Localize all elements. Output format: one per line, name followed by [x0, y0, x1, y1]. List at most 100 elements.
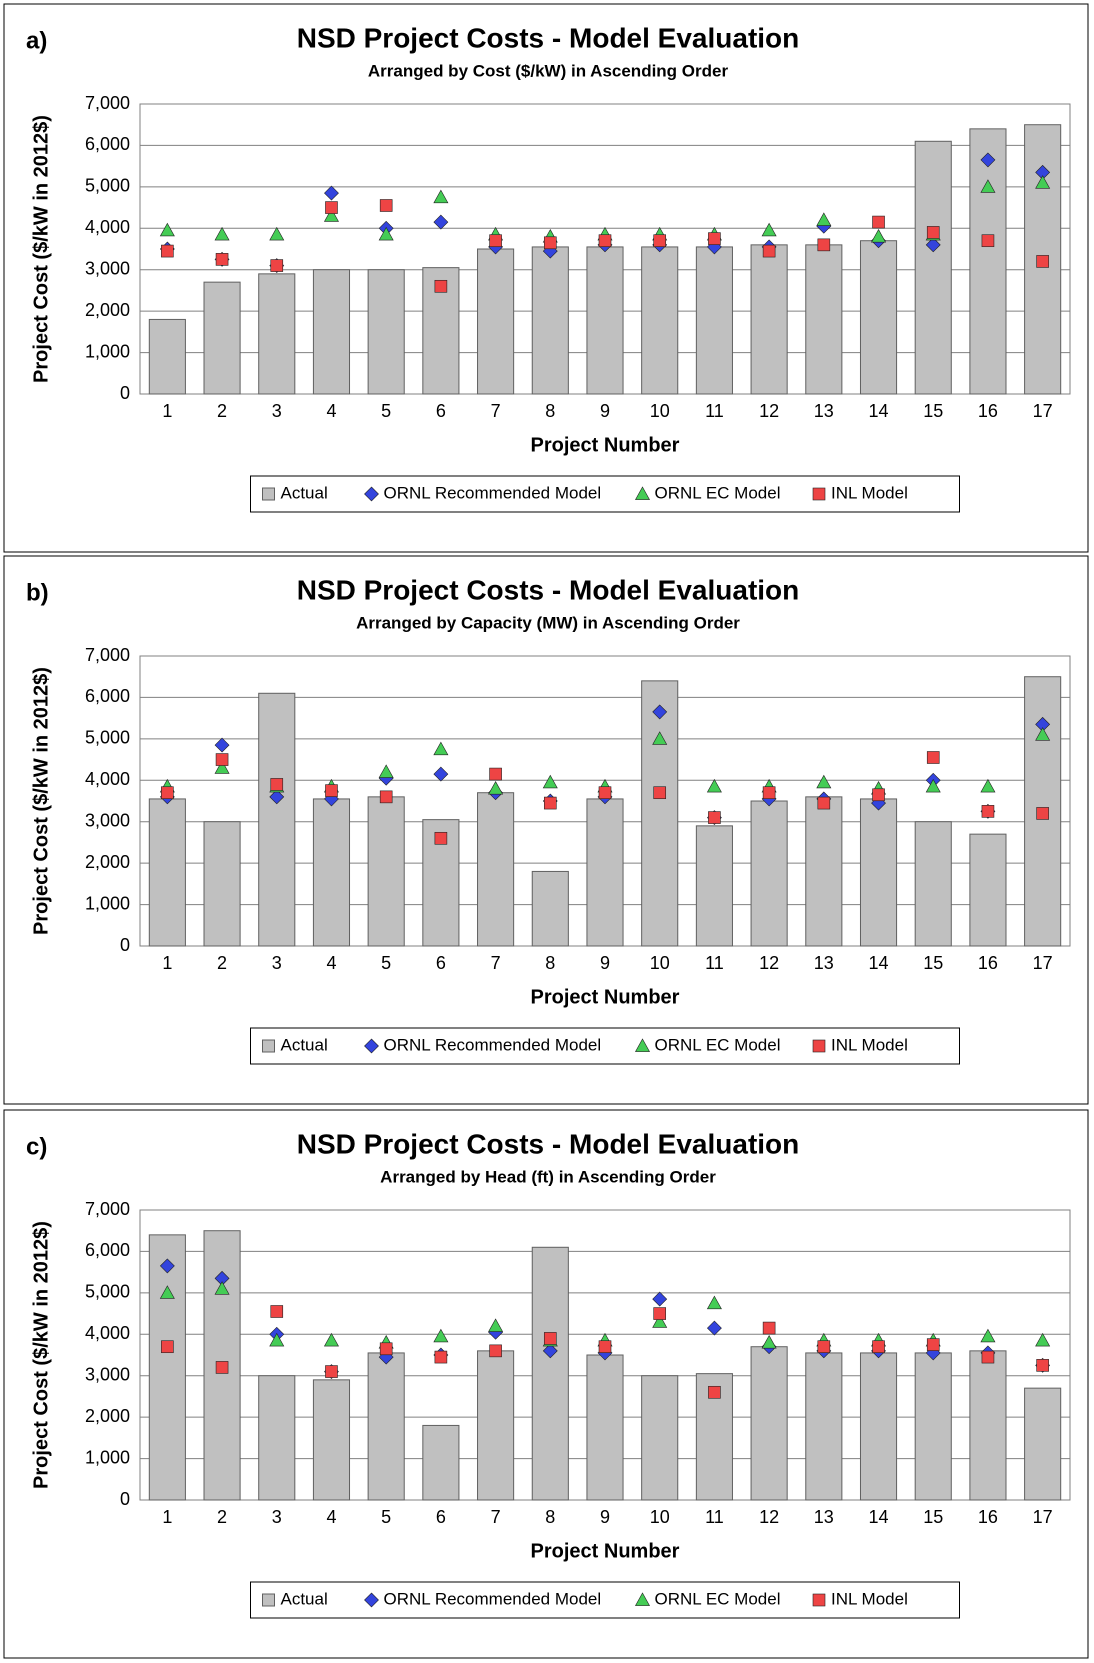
square-marker: [653, 234, 667, 248]
x-tick-label: 8: [545, 401, 555, 421]
y-tick-label: 6,000: [85, 686, 130, 706]
y-tick-label: 4,000: [85, 769, 130, 789]
bar: [586, 246, 624, 395]
square-marker: [812, 1593, 826, 1607]
legend-label: ORNL Recommended Model: [384, 1589, 602, 1608]
triangle-marker: [433, 189, 449, 204]
square-marker: [926, 226, 940, 239]
triangle-marker: [214, 760, 230, 774]
square-marker: [434, 279, 448, 293]
square-marker: [215, 1361, 229, 1374]
square-marker: [325, 201, 338, 214]
y-tick-label: 5,000: [85, 728, 130, 748]
triangle-marker: [433, 1328, 449, 1343]
x-tick-label: 14: [869, 401, 889, 421]
square-marker: [489, 234, 502, 248]
square-marker: [543, 236, 557, 250]
bar: [695, 825, 733, 947]
x-tick-label: 10: [650, 401, 670, 421]
square-marker: [434, 831, 448, 845]
chart-title: NSD Project Costs - Model Evaluation: [297, 574, 800, 605]
chart-subtitle: Arranged by Cost ($/kW) in Ascending Ord…: [368, 61, 729, 80]
bar: [641, 1375, 679, 1501]
triangle-marker: [378, 226, 394, 241]
diamond-marker: [324, 185, 339, 201]
y-tick-label: 1,000: [85, 1447, 130, 1467]
triangle-marker: [634, 486, 651, 500]
triangle-marker: [634, 1038, 651, 1052]
square-marker: [708, 232, 721, 245]
square-marker: [598, 1340, 612, 1354]
square-marker: [215, 253, 229, 266]
triangle-marker: [159, 1285, 175, 1299]
triangle-marker: [980, 778, 996, 793]
diamond-marker: [269, 789, 285, 805]
x-tick-label: 9: [600, 953, 610, 973]
bar: [805, 244, 843, 395]
diamond-marker: [542, 1343, 558, 1359]
triangle-marker: [761, 222, 777, 237]
square-marker: [708, 1385, 721, 1399]
triangle-marker: [214, 226, 230, 241]
triangle-marker: [269, 226, 285, 241]
x-tick-label: 2: [217, 1507, 227, 1527]
x-tick-label: 16: [978, 1507, 998, 1527]
triangle-marker: [652, 731, 668, 745]
triangle-marker: [542, 774, 558, 789]
x-axis-label: Project Number: [531, 1540, 680, 1562]
y-axis-label: Project Cost ($/kW in 2012$): [30, 1221, 52, 1489]
bar: [422, 1424, 460, 1501]
triangle-marker: [488, 1318, 504, 1332]
square-marker: [270, 778, 284, 791]
x-tick-label: 17: [1033, 401, 1053, 421]
square-marker: [489, 767, 502, 781]
y-tick-label: 3,000: [85, 1364, 130, 1384]
legend-label: Actual: [281, 1035, 328, 1054]
legend-swatch: [262, 487, 275, 501]
square-marker: [598, 234, 612, 248]
x-tick-label: 12: [759, 953, 779, 973]
square-marker: [1036, 1359, 1049, 1372]
square-marker: [379, 199, 393, 212]
bar: [203, 281, 241, 395]
x-axis-label: Project Number: [531, 434, 680, 456]
y-tick-label: 7,000: [85, 645, 130, 665]
legend-swatch: [262, 1593, 275, 1607]
legend-swatch: [262, 1039, 275, 1053]
bar: [148, 1234, 186, 1501]
x-tick-label: 14: [869, 953, 889, 973]
square-marker: [762, 786, 776, 800]
diamond-marker: [652, 704, 668, 720]
legend-label: Actual: [281, 1589, 328, 1608]
x-tick-label: 4: [326, 953, 336, 973]
triangle-marker: [433, 741, 449, 756]
x-tick-label: 8: [545, 953, 555, 973]
legend-label: ORNL EC Model: [655, 483, 781, 502]
x-tick-label: 7: [491, 1507, 501, 1527]
panel-label: a): [26, 27, 47, 54]
diamond-marker: [364, 486, 379, 502]
square-marker: [434, 1350, 448, 1364]
x-tick-label: 9: [600, 1507, 610, 1527]
square-marker: [270, 1305, 284, 1318]
x-tick-label: 16: [978, 953, 998, 973]
square-marker: [817, 238, 831, 252]
y-tick-label: 5,000: [85, 176, 130, 196]
bar: [914, 1352, 952, 1501]
x-tick-label: 1: [162, 1507, 172, 1527]
bar: [859, 1352, 898, 1501]
square-marker: [817, 796, 831, 810]
bar: [203, 821, 241, 947]
square-marker: [379, 1342, 393, 1356]
square-marker: [762, 244, 776, 258]
square-marker: [543, 796, 557, 810]
square-marker: [598, 786, 612, 800]
square-marker: [161, 786, 174, 800]
bar: [312, 269, 351, 395]
triangle-marker: [1035, 727, 1051, 741]
bar: [969, 1350, 1007, 1501]
bar: [859, 798, 898, 947]
x-tick-label: 7: [491, 401, 501, 421]
bar: [914, 821, 952, 947]
y-tick-label: 7,000: [85, 93, 130, 113]
